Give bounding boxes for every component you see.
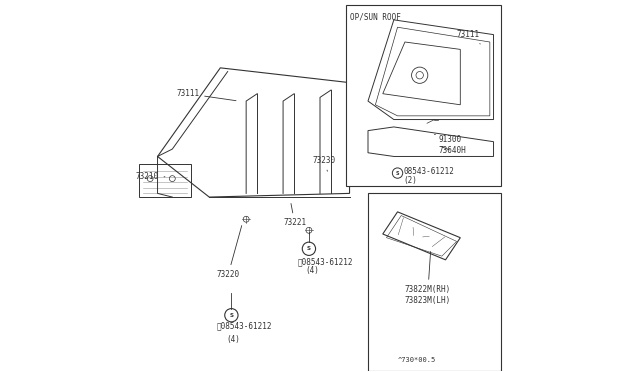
Text: 73111: 73111: [456, 30, 480, 44]
Text: S: S: [396, 171, 399, 176]
Text: 73230: 73230: [312, 155, 336, 171]
Text: 73822M(RH): 73822M(RH): [405, 251, 451, 294]
Text: 08543-61212: 08543-61212: [403, 167, 454, 176]
Text: (2): (2): [404, 176, 417, 185]
Text: 73221: 73221: [283, 203, 306, 227]
Text: 91300: 91300: [435, 134, 461, 144]
Text: (4): (4): [227, 335, 240, 344]
Text: S: S: [229, 313, 234, 318]
Text: OP/SUN ROOF: OP/SUN ROOF: [349, 13, 401, 22]
Text: ⑤08543-61212: ⑤08543-61212: [298, 257, 353, 266]
FancyBboxPatch shape: [346, 5, 501, 186]
Text: 73823M(LH): 73823M(LH): [405, 296, 451, 305]
Text: ⑤08543-61212: ⑤08543-61212: [216, 322, 272, 331]
Text: 73111: 73111: [176, 89, 236, 101]
Text: (4): (4): [306, 266, 319, 275]
Text: 73210: 73210: [136, 172, 165, 181]
Text: S: S: [307, 246, 311, 251]
FancyBboxPatch shape: [368, 193, 501, 371]
Text: 73220: 73220: [216, 225, 242, 279]
Text: ^730*00.5: ^730*00.5: [397, 357, 436, 363]
Text: 73640H: 73640H: [438, 147, 466, 155]
